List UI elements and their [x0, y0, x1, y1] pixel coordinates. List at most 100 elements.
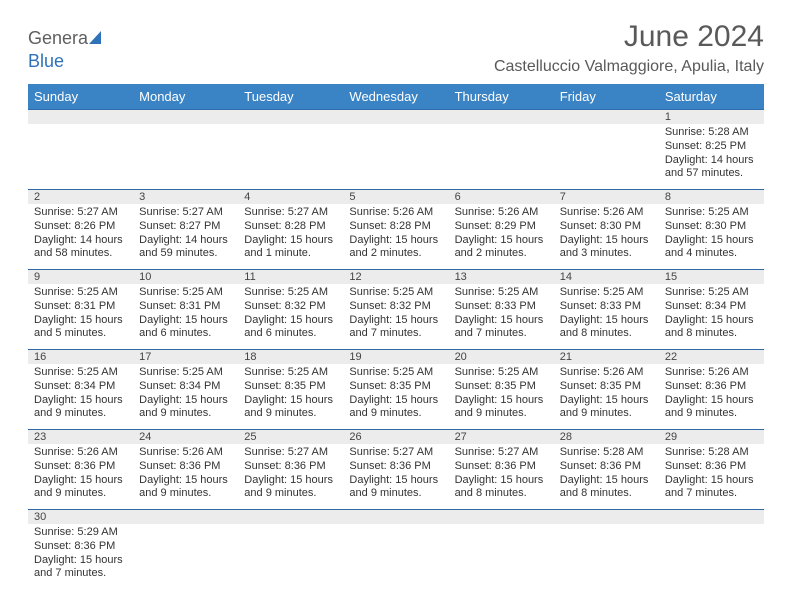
- calendar-table: Sunday Monday Tuesday Wednesday Thursday…: [28, 84, 764, 590]
- sunset-text: Sunset: 8:35 PM: [349, 380, 442, 394]
- day-number: 9: [28, 270, 133, 284]
- day-number: 13: [449, 270, 554, 284]
- sunset-text: Sunset: 8:33 PM: [455, 300, 548, 314]
- sunset-text: Sunset: 8:35 PM: [244, 380, 337, 394]
- daylight-text: Daylight: 15 hours and 9 minutes.: [455, 394, 548, 422]
- day-number: 3: [133, 190, 238, 204]
- calendar-cell: 5Sunrise: 5:26 AMSunset: 8:28 PMDaylight…: [343, 190, 448, 270]
- sunrise-text: Sunrise: 5:25 AM: [349, 286, 442, 300]
- daylight-text: Daylight: 15 hours and 5 minutes.: [34, 314, 127, 342]
- calendar-cell: 4Sunrise: 5:27 AMSunset: 8:28 PMDaylight…: [238, 190, 343, 270]
- daylight-text: Daylight: 15 hours and 9 minutes.: [34, 394, 127, 422]
- calendar-cell: 15Sunrise: 5:25 AMSunset: 8:34 PMDayligh…: [659, 270, 764, 350]
- daylight-text: Daylight: 15 hours and 9 minutes.: [139, 474, 232, 502]
- calendar-cell: 26Sunrise: 5:27 AMSunset: 8:36 PMDayligh…: [343, 430, 448, 510]
- logo-text-part1: Genera: [28, 28, 88, 48]
- day-number: 6: [449, 190, 554, 204]
- day-details: Sunrise: 5:26 AMSunset: 8:35 PMDaylight:…: [554, 364, 659, 425]
- logo: Genera Blue: [28, 20, 106, 72]
- calendar-cell: 12Sunrise: 5:25 AMSunset: 8:32 PMDayligh…: [343, 270, 448, 350]
- daylight-text: Daylight: 14 hours and 59 minutes.: [139, 234, 232, 262]
- daylight-text: Daylight: 15 hours and 9 minutes.: [560, 394, 653, 422]
- sunrise-text: Sunrise: 5:25 AM: [244, 366, 337, 380]
- sail-icon: [88, 30, 106, 51]
- day-number: 26: [343, 430, 448, 444]
- day-number: 1: [659, 110, 764, 124]
- day-details: Sunrise: 5:27 AMSunset: 8:28 PMDaylight:…: [238, 204, 343, 265]
- sunset-text: Sunset: 8:35 PM: [455, 380, 548, 394]
- sunrise-text: Sunrise: 5:25 AM: [349, 366, 442, 380]
- calendar-week: 23Sunrise: 5:26 AMSunset: 8:36 PMDayligh…: [28, 430, 764, 510]
- sunset-text: Sunset: 8:34 PM: [139, 380, 232, 394]
- day-header: Sunday: [28, 84, 133, 110]
- location: Castelluccio Valmaggiore, Apulia, Italy: [494, 58, 764, 76]
- day-details: Sunrise: 5:25 AMSunset: 8:33 PMDaylight:…: [449, 284, 554, 345]
- sunrise-text: Sunrise: 5:25 AM: [665, 286, 758, 300]
- sunrise-text: Sunrise: 5:25 AM: [455, 286, 548, 300]
- day-details: Sunrise: 5:25 AMSunset: 8:34 PMDaylight:…: [133, 364, 238, 425]
- calendar-cell: [238, 510, 343, 590]
- daylight-text: Daylight: 15 hours and 9 minutes.: [244, 394, 337, 422]
- sunrise-text: Sunrise: 5:25 AM: [455, 366, 548, 380]
- calendar-cell: 20Sunrise: 5:25 AMSunset: 8:35 PMDayligh…: [449, 350, 554, 430]
- day-number: 15: [659, 270, 764, 284]
- sunrise-text: Sunrise: 5:27 AM: [349, 446, 442, 460]
- day-header: Saturday: [659, 84, 764, 110]
- sunrise-text: Sunrise: 5:27 AM: [455, 446, 548, 460]
- calendar-cell: [133, 510, 238, 590]
- month-title: June 2024: [494, 20, 764, 54]
- day-details: Sunrise: 5:25 AMSunset: 8:31 PMDaylight:…: [28, 284, 133, 345]
- sunset-text: Sunset: 8:36 PM: [665, 460, 758, 474]
- calendar-cell: [238, 110, 343, 190]
- calendar-cell: 3Sunrise: 5:27 AMSunset: 8:27 PMDaylight…: [133, 190, 238, 270]
- sunset-text: Sunset: 8:32 PM: [244, 300, 337, 314]
- daylight-text: Daylight: 15 hours and 9 minutes.: [139, 394, 232, 422]
- sunrise-text: Sunrise: 5:25 AM: [560, 286, 653, 300]
- calendar-cell: [554, 510, 659, 590]
- sunset-text: Sunset: 8:36 PM: [560, 460, 653, 474]
- day-number: 19: [343, 350, 448, 364]
- daylight-text: Daylight: 15 hours and 9 minutes.: [665, 394, 758, 422]
- sunrise-text: Sunrise: 5:26 AM: [560, 206, 653, 220]
- day-number: 24: [133, 430, 238, 444]
- calendar-cell: 21Sunrise: 5:26 AMSunset: 8:35 PMDayligh…: [554, 350, 659, 430]
- day-details: Sunrise: 5:25 AMSunset: 8:30 PMDaylight:…: [659, 204, 764, 265]
- daylight-text: Daylight: 15 hours and 8 minutes.: [560, 474, 653, 502]
- calendar-cell: 28Sunrise: 5:28 AMSunset: 8:36 PMDayligh…: [554, 430, 659, 510]
- day-number: 21: [554, 350, 659, 364]
- calendar-cell: [659, 510, 764, 590]
- sunset-text: Sunset: 8:36 PM: [665, 380, 758, 394]
- sunset-text: Sunset: 8:32 PM: [349, 300, 442, 314]
- day-details: Sunrise: 5:26 AMSunset: 8:36 PMDaylight:…: [133, 444, 238, 505]
- calendar-week: 1Sunrise: 5:28 AMSunset: 8:25 PMDaylight…: [28, 110, 764, 190]
- day-number: 30: [28, 510, 133, 524]
- day-number: 10: [133, 270, 238, 284]
- day-number: 14: [554, 270, 659, 284]
- calendar-cell: 9Sunrise: 5:25 AMSunset: 8:31 PMDaylight…: [28, 270, 133, 350]
- day-number: 12: [343, 270, 448, 284]
- sunrise-text: Sunrise: 5:29 AM: [34, 526, 127, 540]
- day-details: Sunrise: 5:27 AMSunset: 8:26 PMDaylight:…: [28, 204, 133, 265]
- calendar-cell: [343, 110, 448, 190]
- day-details: Sunrise: 5:27 AMSunset: 8:36 PMDaylight:…: [343, 444, 448, 505]
- day-details: Sunrise: 5:28 AMSunset: 8:25 PMDaylight:…: [659, 124, 764, 185]
- day-header: Friday: [554, 84, 659, 110]
- sunrise-text: Sunrise: 5:28 AM: [665, 126, 758, 140]
- calendar-cell: [449, 510, 554, 590]
- calendar-cell: 16Sunrise: 5:25 AMSunset: 8:34 PMDayligh…: [28, 350, 133, 430]
- day-details: Sunrise: 5:29 AMSunset: 8:36 PMDaylight:…: [28, 524, 133, 585]
- day-details: Sunrise: 5:28 AMSunset: 8:36 PMDaylight:…: [659, 444, 764, 505]
- header: Genera Blue June 2024 Castelluccio Valma…: [28, 20, 764, 76]
- day-header: Wednesday: [343, 84, 448, 110]
- calendar-cell: [28, 110, 133, 190]
- calendar-cell: 18Sunrise: 5:25 AMSunset: 8:35 PMDayligh…: [238, 350, 343, 430]
- sunset-text: Sunset: 8:28 PM: [349, 220, 442, 234]
- sunrise-text: Sunrise: 5:25 AM: [665, 206, 758, 220]
- calendar-cell: 23Sunrise: 5:26 AMSunset: 8:36 PMDayligh…: [28, 430, 133, 510]
- sunrise-text: Sunrise: 5:25 AM: [139, 286, 232, 300]
- calendar-cell: 14Sunrise: 5:25 AMSunset: 8:33 PMDayligh…: [554, 270, 659, 350]
- sunrise-text: Sunrise: 5:28 AM: [665, 446, 758, 460]
- day-header: Monday: [133, 84, 238, 110]
- daylight-text: Daylight: 14 hours and 57 minutes.: [665, 154, 758, 182]
- sunset-text: Sunset: 8:31 PM: [34, 300, 127, 314]
